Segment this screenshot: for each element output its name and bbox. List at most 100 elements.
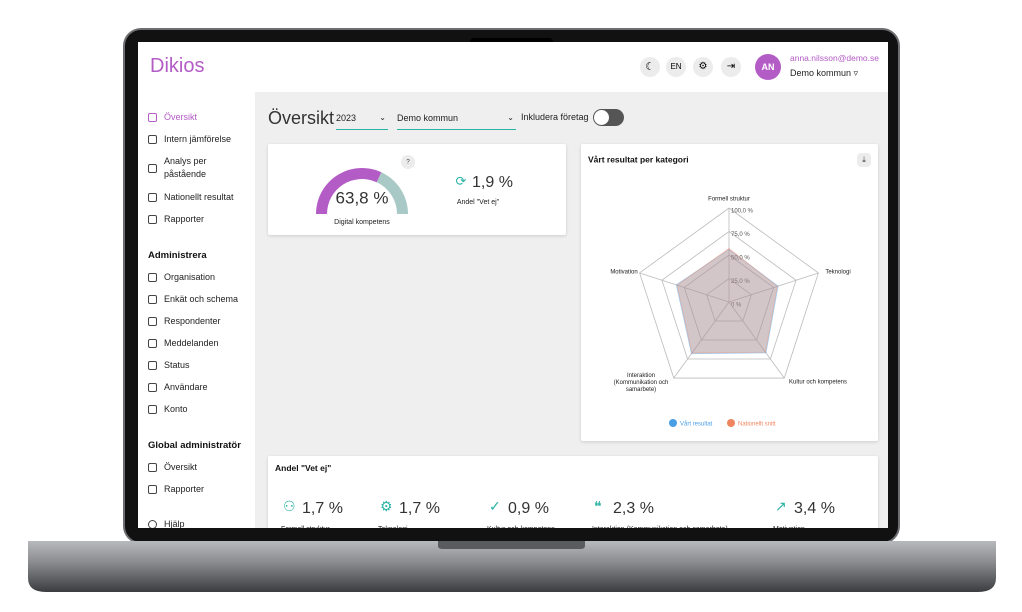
nav-icon [148, 382, 157, 392]
nav-section-title: Administrera [148, 249, 207, 261]
grid-line [639, 207, 819, 379]
nav-icon [148, 112, 157, 122]
kpi-value: 2,3 % [613, 500, 654, 517]
nav-item[interactable]: Konto [138, 398, 255, 420]
kpi-icon: ✓ [489, 498, 501, 514]
theme-button[interactable]: ☾ [640, 57, 660, 77]
sidebar: Översikt Intern jämförelse Analys per påst… [138, 92, 255, 528]
gauge-value-label: 63,8 % [336, 188, 389, 207]
axis-line [639, 272, 730, 303]
nav-item[interactable]: Status [138, 354, 255, 376]
nav-item[interactable]: Organisation [138, 266, 255, 288]
brand: Dikios [150, 55, 205, 77]
nav-item[interactable]: Översikt [138, 456, 255, 478]
nav-label: Hjälp [164, 519, 185, 528]
axis-line [728, 272, 819, 303]
nav-item[interactable]: Användare [138, 376, 255, 398]
nav-label: Meddelanden [164, 338, 219, 348]
nav-icon [148, 360, 157, 370]
kpi-icon: ↗ [775, 498, 787, 514]
user-org[interactable]: Demo kommun ▿ [790, 68, 859, 78]
year-select[interactable]: 2023 ⌄ [336, 110, 388, 130]
gauge-track [376, 172, 408, 214]
kpi-label: Formell struktur [281, 526, 330, 528]
nav-label: Översikt [164, 462, 198, 472]
r-tick-label: 25,0 % [731, 279, 750, 285]
toggle-label: Inkludera företag [521, 112, 589, 122]
nav-item[interactable]: Analys per påstående [138, 150, 255, 186]
chart-title: Vårt resultat per kategori [588, 154, 689, 164]
help-button[interactable] [401, 155, 415, 169]
nav-label: Respondenter [164, 316, 221, 326]
download-button[interactable] [857, 153, 871, 167]
nav-label: Rapporter [164, 214, 205, 224]
nav-label: Användare [164, 382, 208, 392]
nav-icon [148, 316, 157, 326]
logout-button[interactable]: ⇥ [721, 57, 741, 77]
kpi-label: Interaktion (Kommunikation och samarbete… [592, 526, 728, 528]
nav-icon [148, 462, 157, 472]
r-tick-label: 75,0 % [731, 232, 750, 238]
nav-item: Hjälp [138, 513, 255, 528]
kpi-value: 1,7 % [399, 500, 440, 517]
r-tick-label: 0 % [731, 303, 742, 309]
toggle[interactable] [593, 109, 624, 126]
r-tick-label: 100,0 % [731, 209, 754, 215]
kpi-label: Teknologi [378, 526, 408, 528]
gauge-label: Digital kompetens [334, 219, 390, 226]
change-value: 1,9 % [472, 174, 513, 191]
nav-icon [148, 484, 157, 494]
page-title: Översikt [268, 108, 335, 128]
gauge-value [316, 167, 382, 214]
radar-chart: Vårt resultat per kategori ⤓ 0 % 25,0 % 50,0… [588, 153, 871, 428]
kpi-icon: ❝ [594, 498, 602, 514]
card-title: Andel "Vet ej" [275, 463, 332, 473]
nav-label: Översikt [164, 112, 198, 122]
unknown-card: Andel "Vet ej" ⚇ 1,7 % Formell struktur ⚙ 1,… [268, 456, 878, 528]
nav-item[interactable]: Meddelanden [138, 332, 255, 354]
nav-item[interactable]: Enkät och schema [138, 288, 255, 310]
kpi-label: Motivation [773, 526, 805, 528]
change-label: Andel "Vet ej" [457, 199, 500, 206]
header: Dikios ☾ EN ⚙ ⇥ AN anna.nilsson@demo.se … [138, 42, 888, 92]
nav-item[interactable]: Nationellt resultat [138, 186, 255, 208]
category-label: Interaktion (Kommunikation och samarbete) [614, 373, 669, 393]
nav-item[interactable]: Översikt [138, 106, 255, 128]
grid-line [661, 231, 797, 360]
user-email: anna.nilsson@demo.se [790, 53, 879, 63]
kpi-icon: ⚙ [380, 498, 393, 514]
language-button[interactable]: EN [666, 57, 686, 77]
screen: Dikios ☾ EN ⚙ ⇥ AN anna.nilsson@demo.se … [138, 42, 888, 528]
nav-icon [148, 272, 157, 282]
r-tick-label: 50,0 % [731, 256, 750, 262]
download-icon: ⤓ [862, 155, 866, 164]
kpi-label: Kultur och kompetens [487, 526, 555, 528]
category-label: Teknologi [825, 270, 850, 276]
radar-card: Vårt resultat per kategori ⤓ 0 % 25,0 % 50,0… [581, 144, 878, 441]
org-value: Demo kommun [397, 113, 459, 123]
org-select[interactable]: Demo kommun ⌄ [397, 110, 516, 130]
nav-item[interactable]: Rapporter [138, 478, 255, 500]
kpi-value: 3,4 % [794, 500, 835, 517]
category-label: Kultur och kompetens [789, 380, 847, 386]
nav-icon [148, 519, 157, 528]
legend-swatch [669, 419, 677, 427]
radar-area [676, 247, 778, 354]
nav-label: Nationellt resultat [164, 192, 234, 202]
nav-icon [148, 134, 157, 144]
axis-line [728, 301, 785, 379]
category-label: Motivation [610, 270, 637, 276]
nav-label: Status [164, 360, 190, 370]
nav-item[interactable]: Rapporter [138, 208, 255, 230]
nav-icon [148, 214, 157, 224]
nav-icon [148, 338, 157, 348]
kpi-card: 63,8 % Digital kompetens? ⟳ 1,9 % Andel "Vet… [268, 144, 566, 235]
nav-label: Analys per påstående [164, 156, 207, 179]
grid-line [706, 278, 752, 322]
nav-item[interactable]: Respondenter [138, 310, 255, 332]
avatar[interactable]: AN [755, 54, 781, 80]
settings-button[interactable]: ⚙ [693, 57, 713, 77]
nav-item[interactable]: Intern jämförelse [138, 128, 255, 150]
nav-icon [148, 294, 157, 304]
